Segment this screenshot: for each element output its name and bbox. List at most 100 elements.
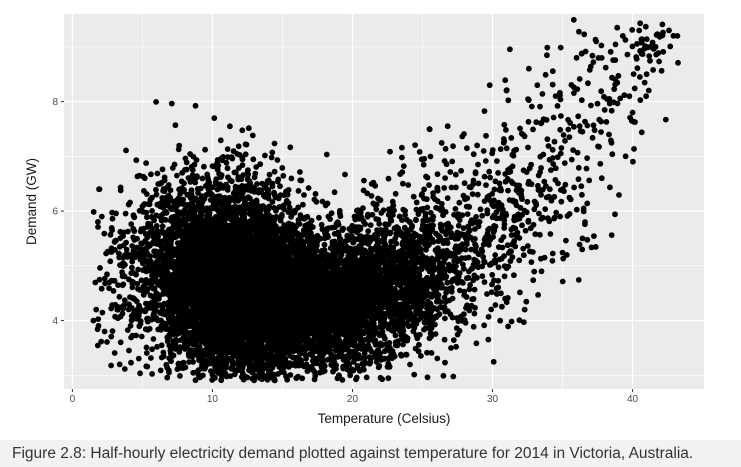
- data-point: [153, 223, 160, 229]
- data-point: [192, 377, 199, 384]
- data-point: [201, 163, 207, 170]
- data-point: [177, 373, 183, 379]
- data-point: [122, 210, 129, 217]
- data-point: [188, 199, 195, 206]
- data-point: [183, 224, 190, 231]
- data-point: [254, 221, 260, 228]
- data-point: [214, 222, 220, 229]
- data-point: [164, 229, 171, 236]
- data-point: [143, 350, 150, 356]
- data-point: [113, 210, 119, 217]
- data-point: [147, 305, 154, 311]
- data-point: [258, 207, 264, 214]
- data-point: [228, 216, 234, 223]
- data-point: [148, 171, 154, 178]
- data-point: [144, 363, 151, 370]
- data-point: [134, 173, 141, 180]
- data-point: [149, 371, 156, 377]
- data-point: [168, 100, 175, 107]
- data-point: [167, 187, 174, 194]
- data-point: [138, 240, 145, 247]
- data-point: [173, 267, 180, 273]
- data-point: [192, 179, 199, 186]
- data-point: [117, 184, 124, 191]
- data-point: [155, 295, 162, 302]
- data-point: [298, 177, 305, 184]
- data-point: [107, 231, 114, 238]
- data-point: [150, 230, 157, 237]
- data-point: [284, 191, 291, 198]
- data-point: [174, 197, 181, 203]
- data-point: [160, 349, 167, 356]
- data-point: [150, 336, 157, 342]
- data-point: [258, 233, 265, 240]
- data-point: [245, 125, 252, 132]
- data-point: [108, 362, 114, 369]
- data-point: [203, 275, 209, 282]
- data-point: [285, 187, 292, 193]
- data-point: [174, 172, 180, 179]
- data-point: [179, 169, 186, 176]
- data-point: [275, 176, 282, 183]
- data-point: [271, 191, 278, 198]
- data-point: [186, 359, 192, 365]
- data-point: [116, 361, 123, 368]
- data-point: [269, 180, 276, 187]
- data-point: [143, 344, 150, 351]
- data-point: [153, 186, 159, 193]
- data-point: [202, 146, 209, 153]
- data-point: [163, 208, 169, 215]
- data-point: [141, 175, 148, 182]
- data-point: [240, 205, 246, 212]
- data-point: [154, 170, 161, 177]
- data-point: [144, 249, 150, 256]
- data-point: [168, 206, 175, 213]
- data-point: [268, 154, 275, 161]
- data-point: [285, 200, 292, 206]
- data-point: [247, 206, 254, 213]
- data-point: [104, 271, 110, 278]
- data-point: [218, 172, 225, 179]
- data-point: [185, 175, 192, 181]
- data-point: [109, 215, 116, 222]
- data-point: [172, 122, 179, 129]
- data-point: [175, 146, 182, 153]
- data-point: [133, 157, 140, 164]
- data-point: [158, 354, 165, 361]
- data-point: [187, 242, 194, 249]
- data-point: [149, 346, 156, 353]
- data-point: [220, 154, 227, 160]
- data-point: [323, 151, 330, 158]
- data-point: [220, 184, 227, 191]
- data-point: [232, 206, 239, 213]
- data-point: [198, 211, 205, 218]
- data-point: [116, 243, 123, 250]
- data-point: [193, 157, 200, 163]
- data-point: [239, 155, 246, 161]
- data-point: [243, 141, 250, 148]
- data-point: [121, 366, 128, 372]
- data-point: [174, 303, 181, 310]
- data-point: [166, 332, 172, 339]
- data-point: [210, 217, 217, 224]
- data-point: [224, 154, 231, 161]
- data-point: [169, 263, 175, 269]
- data-point: [271, 140, 278, 147]
- data-point: [151, 217, 158, 224]
- data-point: [170, 338, 177, 344]
- data-point: [208, 260, 215, 267]
- data-point: [254, 181, 260, 187]
- data-point: [203, 223, 210, 230]
- data-point: [137, 370, 144, 377]
- data-point: [203, 192, 209, 199]
- data-point: [266, 171, 273, 178]
- data-point: [214, 207, 221, 214]
- data-point: [245, 202, 252, 208]
- data-point: [153, 99, 160, 105]
- data-point: [279, 165, 286, 171]
- data-point: [301, 192, 307, 198]
- data-point: [162, 217, 169, 223]
- data-point: [139, 307, 145, 314]
- data-point: [224, 184, 231, 191]
- data-point: [171, 202, 178, 209]
